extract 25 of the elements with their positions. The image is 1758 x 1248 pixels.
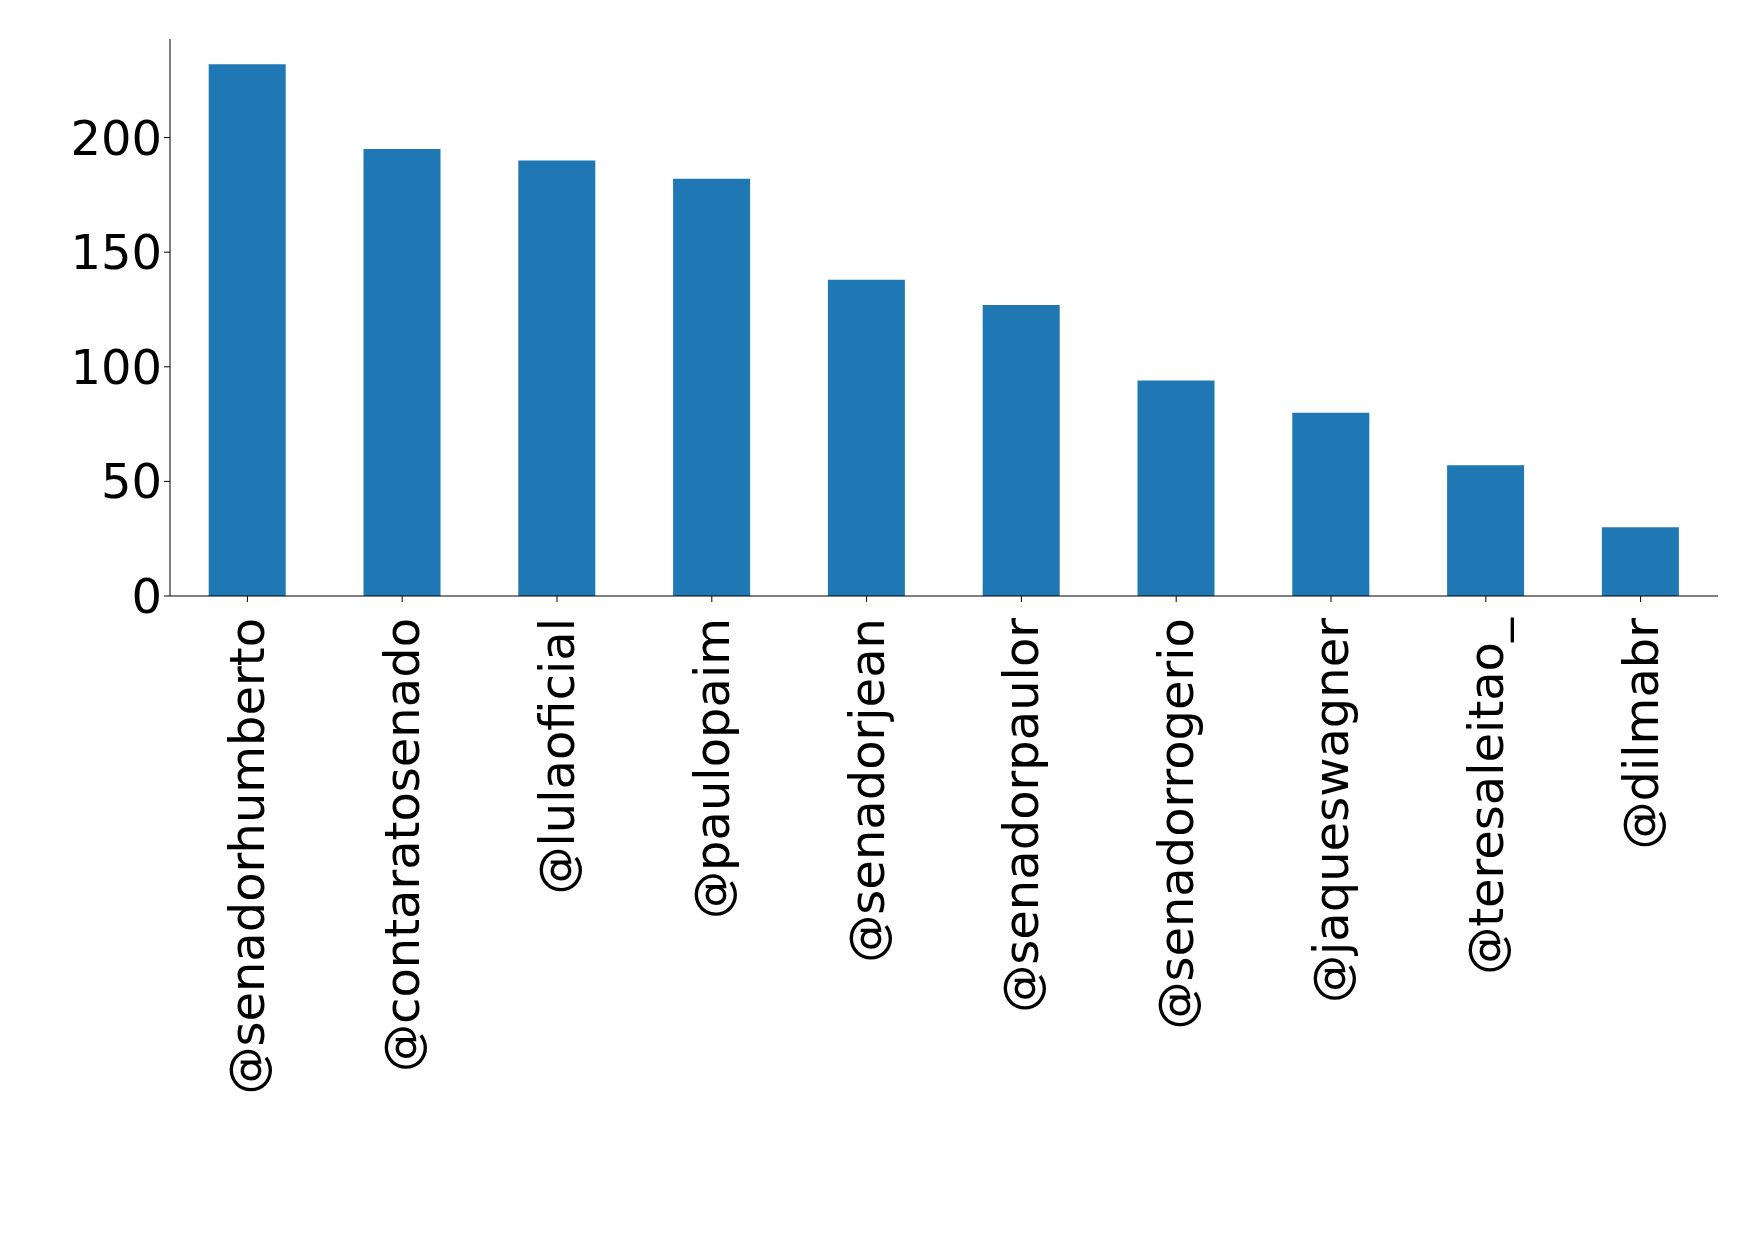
y-tick-label: 200 bbox=[70, 109, 162, 166]
y-tick-label: 0 bbox=[131, 568, 162, 625]
bar bbox=[827, 279, 905, 596]
bar bbox=[982, 304, 1060, 596]
x-tick-label: @senadorrogerio bbox=[1148, 618, 1205, 1030]
bar bbox=[1137, 380, 1215, 596]
x-tick-label: @teresaleitao_ bbox=[1457, 617, 1514, 975]
x-tick-label: @jaqueswagner bbox=[1303, 617, 1359, 1004]
x-tick-label: @lulaoficial bbox=[529, 618, 585, 895]
x-tick-label: @senadorpaulor bbox=[993, 617, 1050, 1013]
bar bbox=[518, 160, 596, 596]
x-tick-label: @paulopaim bbox=[683, 618, 740, 919]
bar bbox=[1601, 527, 1679, 596]
x-tick-label: @dilmabr bbox=[1612, 617, 1669, 850]
y-tick-label: 100 bbox=[70, 338, 162, 395]
bar bbox=[363, 149, 441, 596]
x-tick-label: @senadorjean bbox=[838, 618, 895, 963]
bar bbox=[1447, 465, 1525, 596]
x-tick-label: @contaratosenado bbox=[374, 618, 431, 1072]
bar bbox=[673, 178, 751, 596]
x-tick-label: @senadorhumberto bbox=[219, 618, 276, 1095]
y-tick-label: 50 bbox=[100, 453, 162, 510]
bar bbox=[1292, 412, 1370, 596]
bar bbox=[208, 64, 286, 596]
y-tick-label: 150 bbox=[70, 224, 162, 281]
